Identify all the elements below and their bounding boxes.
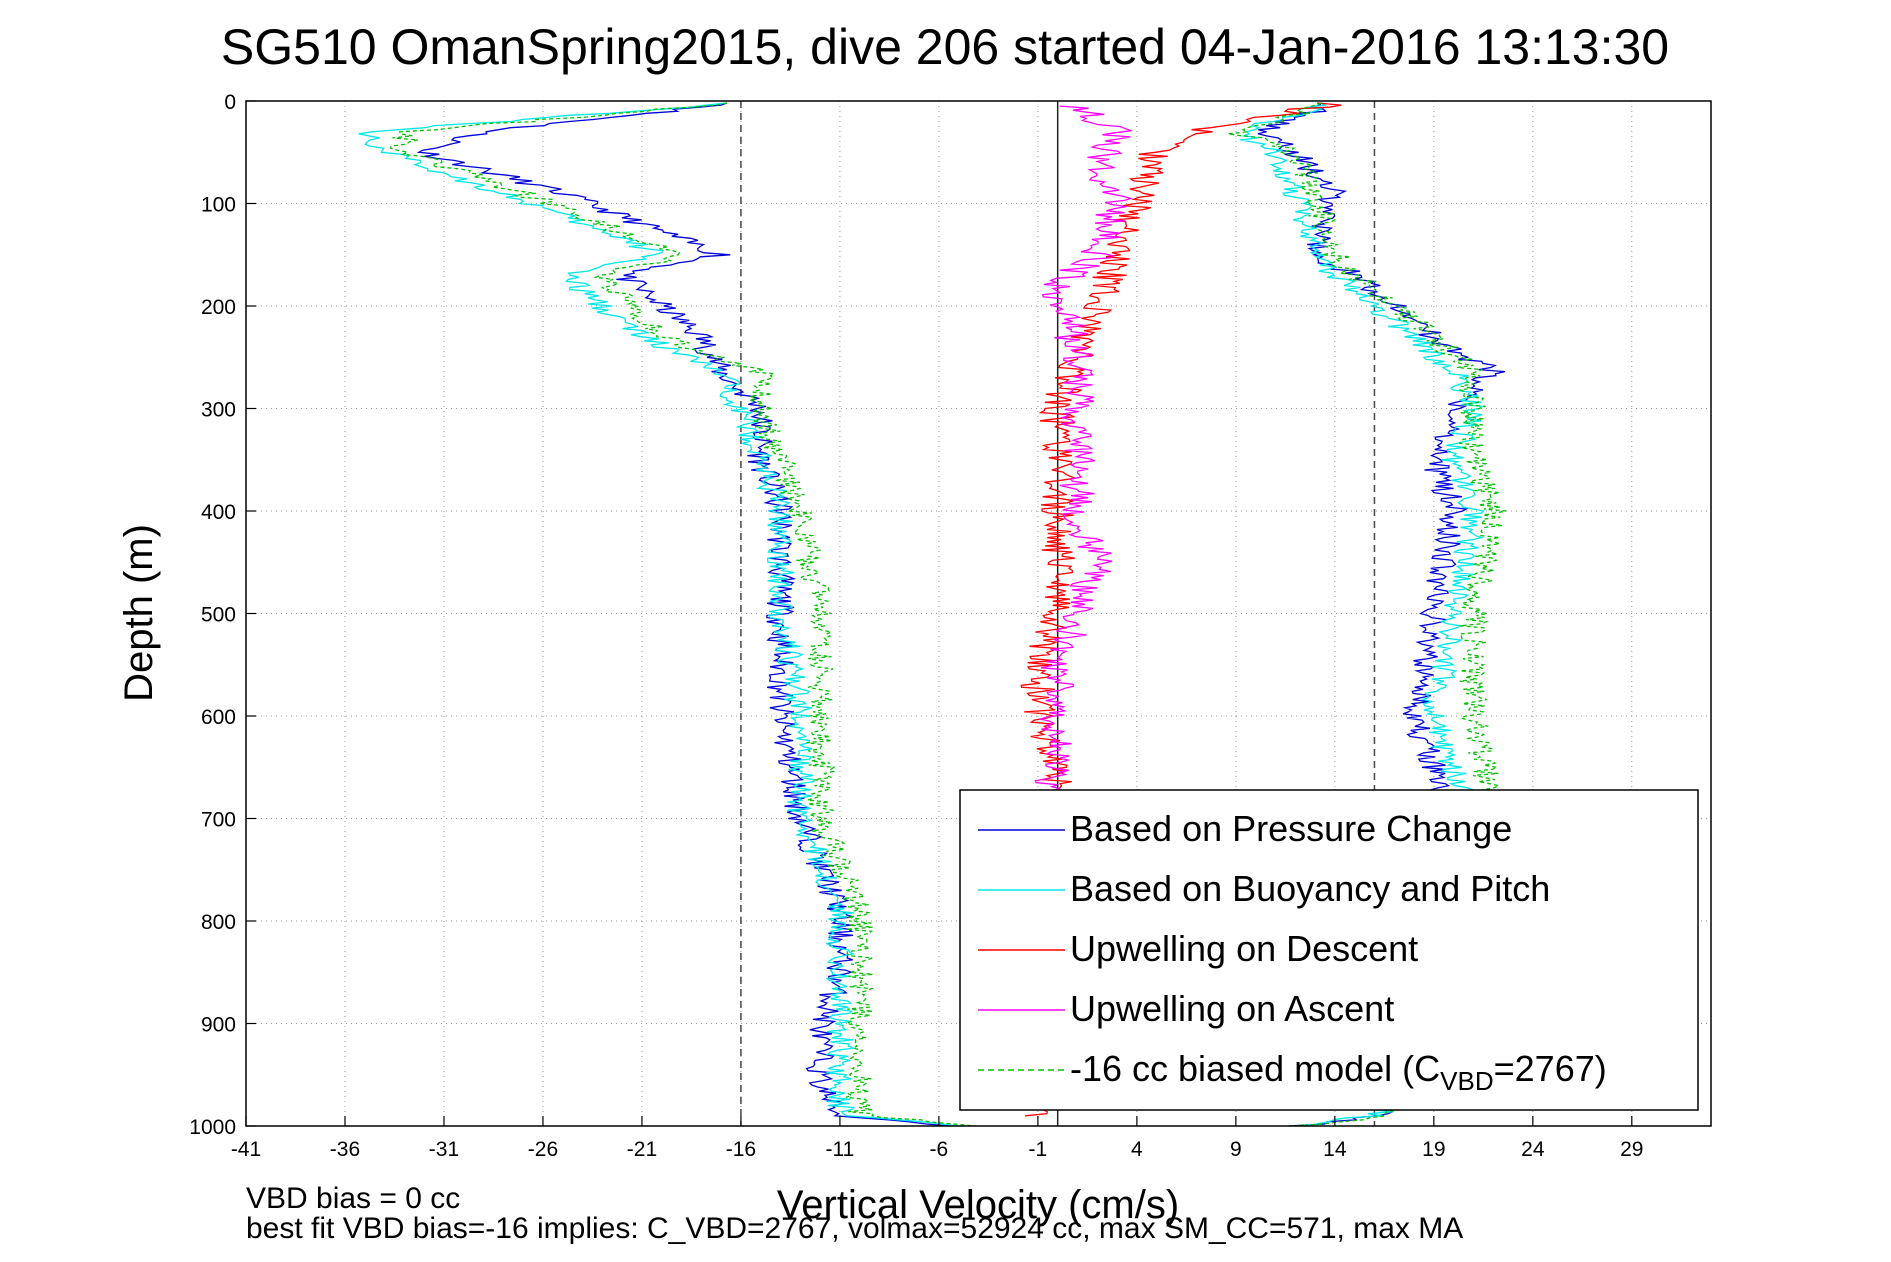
- x-tick-label: -11: [826, 1138, 855, 1161]
- y-tick-label: 700: [201, 809, 236, 832]
- x-tick-label: 9: [1230, 1138, 1242, 1161]
- x-tick-label: -21: [627, 1138, 657, 1161]
- legend-label: Based on Pressure Change: [1070, 808, 1512, 849]
- y-tick-label: 400: [201, 501, 236, 524]
- x-axis-label: Vertical Velocity (cm/s): [777, 1183, 1179, 1227]
- legend-label: -16 cc biased model (CVBD=2767): [1070, 1048, 1607, 1096]
- y-tick-label: 600: [201, 706, 236, 729]
- y-tick-label: 300: [201, 399, 236, 422]
- x-axis-ticks: -41 -36 -31 -26 -21 -16 -11 -6 -1 4 9 14 19 24 29: [231, 1116, 1643, 1161]
- series-upwelling-on-ascent-line: [1027, 105, 1133, 798]
- x-tick-label: 24: [1521, 1138, 1545, 1161]
- data-series: [358, 102, 1522, 1127]
- legend: Based on Pressure Change Based on Buoyanc…: [959, 789, 1699, 1111]
- y-tick-label: 0: [224, 91, 236, 114]
- y-tick-label: 200: [201, 296, 236, 319]
- x-tick-label: -1: [1029, 1138, 1048, 1161]
- x-tick-label: -41: [231, 1138, 261, 1161]
- x-tick-label: 19: [1422, 1138, 1445, 1161]
- x-tick-label: 4: [1131, 1138, 1143, 1161]
- y-tick-label: 500: [201, 604, 236, 627]
- best-fit-note: best fit VBD bias=-16 implies: C_VBD=276…: [246, 1212, 1464, 1245]
- series-16-cc-biased-model-c-vbd-2767-ascent-line: [1227, 102, 1522, 1127]
- chart-title: SG510 OmanSpring2015, dive 206 started 0…: [221, 19, 1669, 75]
- x-tick-label: -36: [330, 1138, 360, 1161]
- x-tick-label: 14: [1323, 1138, 1347, 1161]
- y-tick-label: 800: [201, 911, 236, 934]
- y-tick-label: 100: [201, 194, 236, 217]
- x-tick-label: -16: [726, 1138, 756, 1161]
- x-tick-label: 29: [1620, 1138, 1643, 1161]
- y-axis-label: Depth (m): [117, 524, 161, 702]
- x-tick-label: -6: [930, 1138, 949, 1161]
- legend-label: Upwelling on Ascent: [1070, 988, 1394, 1029]
- vbd-bias-note: VBD bias = 0 cc: [246, 1182, 461, 1215]
- legend-label: Based on Buoyancy and Pitch: [1070, 868, 1550, 909]
- y-axis-ticks: 0 100 200 300 400 500 600 700 800 900 1000: [189, 91, 256, 1139]
- y-tick-label: 900: [201, 1014, 236, 1037]
- legend-box: [959, 789, 1699, 1111]
- x-tick-label: -31: [429, 1138, 459, 1161]
- x-tick-label: -26: [528, 1138, 558, 1161]
- series-based-on-buoyancy-and-pitch-line: [358, 102, 959, 1127]
- y-tick-label: 1000: [189, 1116, 236, 1139]
- legend-label: Upwelling on Descent: [1070, 928, 1418, 969]
